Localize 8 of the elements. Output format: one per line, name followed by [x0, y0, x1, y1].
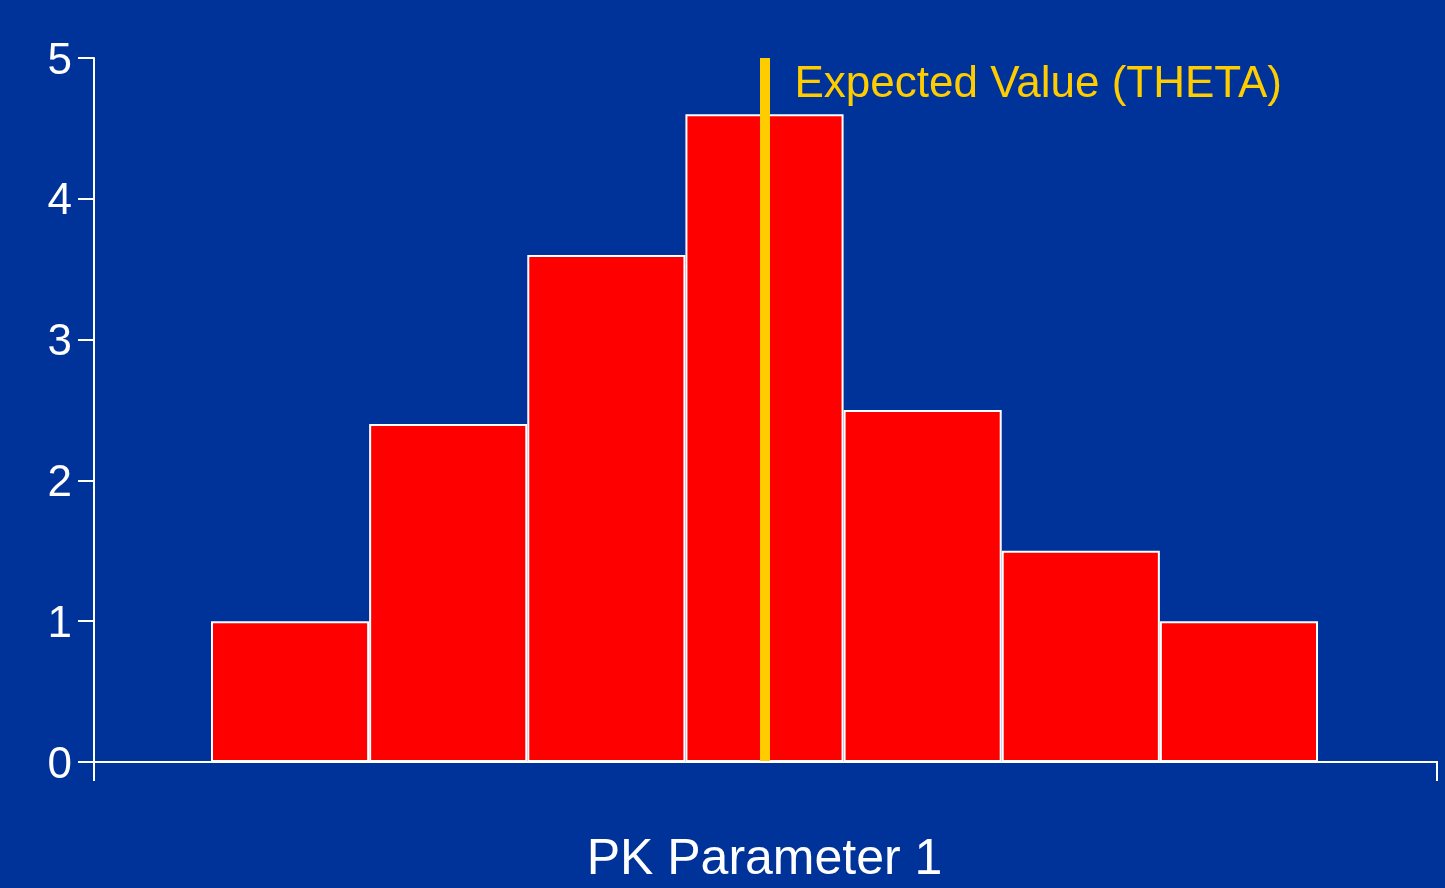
y-tick-label: 0 [47, 737, 72, 787]
y-tick-label: 1 [47, 596, 72, 646]
annotation: Expected Value (THETA) [794, 56, 1282, 106]
y-tick-label: 4 [47, 174, 72, 224]
y-tick-label: 5 [47, 33, 72, 83]
y-tick-label: 3 [47, 315, 72, 365]
y-tick-label: 2 [47, 455, 72, 505]
x-axis-title: PK Parameter 1 [586, 829, 943, 885]
